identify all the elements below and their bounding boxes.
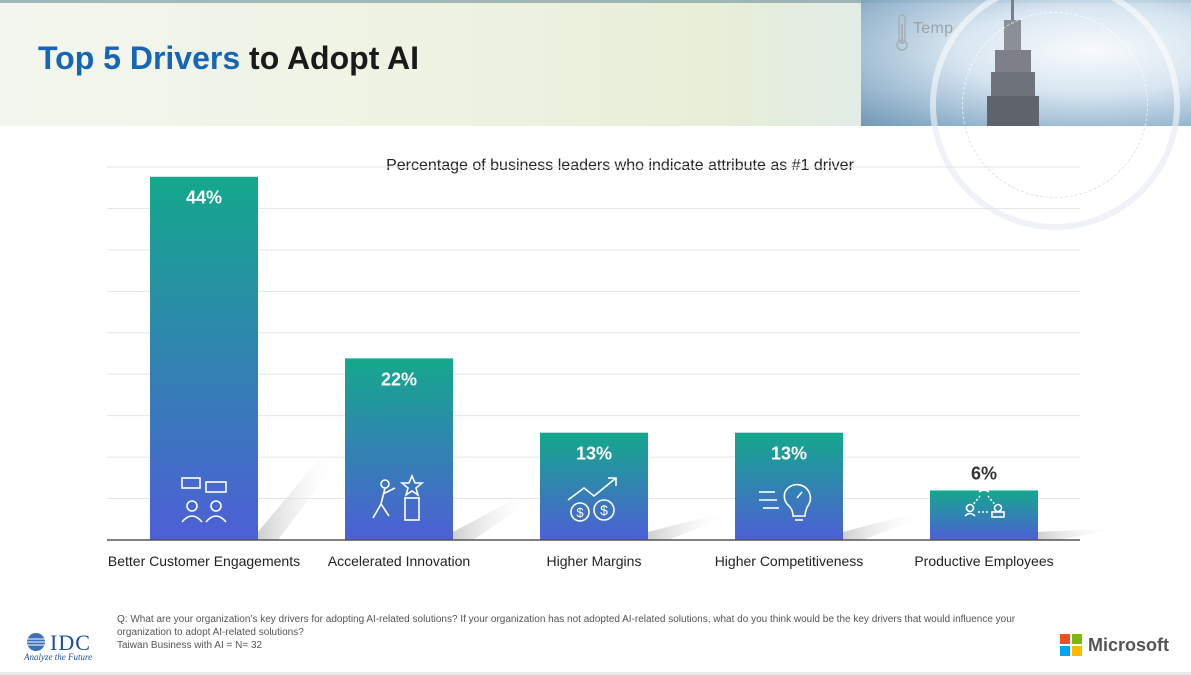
data-label: 6% [971,463,997,483]
survey-footnote: Q: What are your organization’s key driv… [117,613,1047,652]
customer-engagement-icon [181,477,227,523]
survey-base: Taiwan Business with AI = N= 32 [117,640,263,651]
data-label: 44% [186,188,222,208]
category-label: Higher Margins [547,553,642,569]
footer-divider [0,672,1191,675]
survey-question: Q: What are your organization’s key driv… [117,614,1016,638]
svg-text:$: $ [600,502,608,518]
bar-shadow [648,516,728,540]
globe-icon [27,633,45,651]
banner-top-line [0,0,1191,3]
category-label: Better Customer Engagements [108,553,300,569]
temperature-widget: Temp [895,14,953,52]
idc-logo-name: IDC [50,630,91,655]
bar-shadow [258,460,338,540]
bar-shadow [1038,529,1118,540]
innovation-icon [372,473,425,521]
bar-chart: $ $ 44%Better Customer Engagements22%Acce… [107,166,1118,569]
page-title-rest: to Adopt AI [240,40,420,76]
microsoft-logo-name: Microsoft [1088,634,1169,655]
microsoft-logo: Microsoft [1060,634,1169,656]
productive-employees-icon [964,478,1005,518]
header-banner: Temp Top 5 Drivers to Adopt AI [0,0,1191,126]
data-label: 22% [381,369,417,389]
microsoft-logo-icon [1060,634,1082,656]
bar-5 [930,490,1038,540]
category-label: Accelerated Innovation [328,553,470,569]
bar-2 [345,358,453,540]
page-title: Top 5 Drivers to Adopt AI [38,40,419,77]
margins-icon: $ $ [567,477,617,522]
category-label: Productive Employees [914,553,1053,569]
temperature-label: Temp [913,20,954,37]
data-label: 13% [576,444,612,464]
chart-title: Percentage of business leaders who indic… [386,157,854,174]
svg-text:$: $ [576,505,584,520]
bar-1 [150,176,258,540]
idc-logo-tagline: Analyze the Future [24,652,93,662]
category-label: Higher Competitiveness [715,553,864,569]
bar-3 [540,432,648,540]
data-label: 13% [771,444,807,464]
bar-shadow [843,516,923,540]
thermometer-icon [896,14,908,51]
bar-shadow [453,500,533,540]
competitiveness-icon [759,483,812,521]
page-title-accent: Top 5 Drivers [38,40,241,76]
